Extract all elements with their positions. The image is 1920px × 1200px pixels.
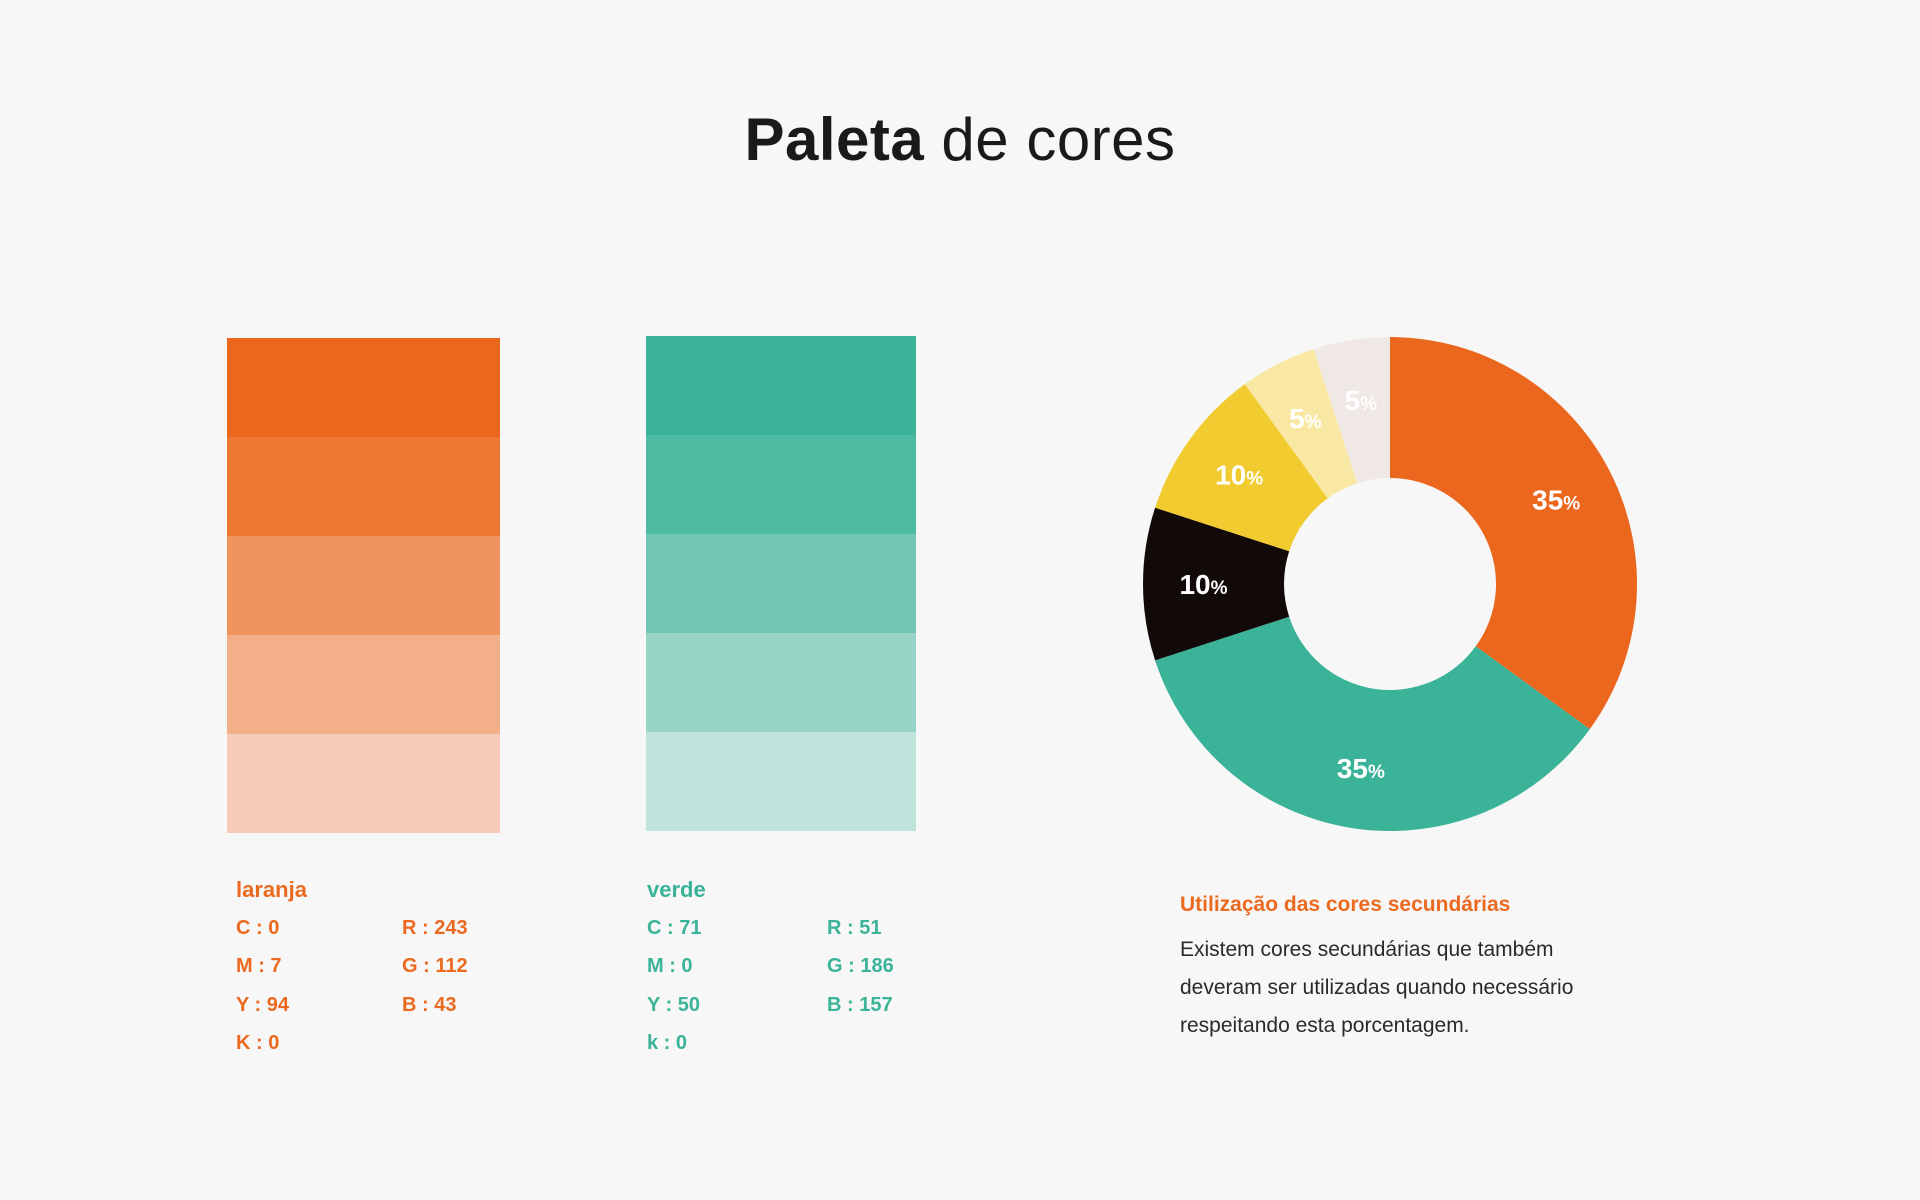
rgb-b: B : 157 <box>827 994 893 1016</box>
rgb-b: B : 43 <box>402 994 457 1016</box>
donut-slice-2 <box>1155 616 1590 832</box>
cmyk-k: K : 0 <box>236 1032 280 1054</box>
green-shade-1 <box>646 336 916 435</box>
orange-shade-2 <box>227 437 500 536</box>
donut-slice-label-2: 35% <box>1337 753 1385 784</box>
donut-slice-label-3: 10% <box>1179 569 1227 600</box>
green-shade-3 <box>646 534 916 633</box>
color-name: laranja <box>236 877 307 902</box>
orange-shade-1 <box>227 338 500 437</box>
page-title-light: de cores <box>924 106 1176 173</box>
donut-slice-6 <box>1313 337 1390 484</box>
note-text: Existem cores secundárias que também dev… <box>1180 931 1740 1045</box>
note-line-1: Existem cores secundárias que também <box>1180 938 1554 961</box>
secondary-colors-note: Utilização das cores secundárias Existem… <box>1180 893 1740 1045</box>
cmyk-y: Y : 94 <box>236 994 289 1016</box>
cmyk-k: k : 0 <box>647 1032 688 1054</box>
note-line-2: deveram ser utilizadas quando necessário <box>1180 976 1574 999</box>
donut-chart: 35% 35% 10% 10% 5% 5% <box>1143 337 1637 832</box>
cmyk-c: C : 71 <box>647 917 702 939</box>
donut-slice-4 <box>1155 384 1328 552</box>
note-line-3: respeitando esta porcentagem. <box>1180 1014 1470 1037</box>
cmyk-y: Y : 50 <box>647 994 700 1016</box>
color-name: verde <box>647 877 706 902</box>
donut-slice-3 <box>1143 507 1290 661</box>
note-title: Utilização das cores secundárias <box>1180 893 1511 916</box>
rgb-g: G : 112 <box>402 955 468 977</box>
cmyk-m: M : 7 <box>236 955 282 977</box>
donut-slice-1 <box>1390 337 1637 730</box>
page-title-bold: Paleta <box>744 106 925 173</box>
green-shade-2 <box>646 435 916 534</box>
donut-slice-label-1: 35% <box>1532 484 1580 515</box>
cmyk-m: M : 0 <box>647 955 693 977</box>
orange-shade-5 <box>227 734 500 833</box>
rgb-r: R : 243 <box>402 917 468 939</box>
page-title: Paleta de cores <box>0 105 1920 174</box>
donut-slice-label-4: 10% <box>1215 459 1263 490</box>
rgb-r: R : 51 <box>827 917 882 939</box>
donut-slice-label-6: 5% <box>1345 385 1378 416</box>
donut-slice-label-5: 5% <box>1289 403 1322 434</box>
orange-swatch-column <box>227 338 500 833</box>
orange-shade-4 <box>227 635 500 734</box>
cmyk-c: C : 0 <box>236 917 280 939</box>
green-swatch-column <box>646 336 916 831</box>
donut-slice-5 <box>1244 349 1358 499</box>
green-shade-4 <box>646 633 916 732</box>
rgb-g: G : 186 <box>827 955 894 977</box>
green-shade-5 <box>646 732 916 831</box>
orange-shade-3 <box>227 536 500 635</box>
